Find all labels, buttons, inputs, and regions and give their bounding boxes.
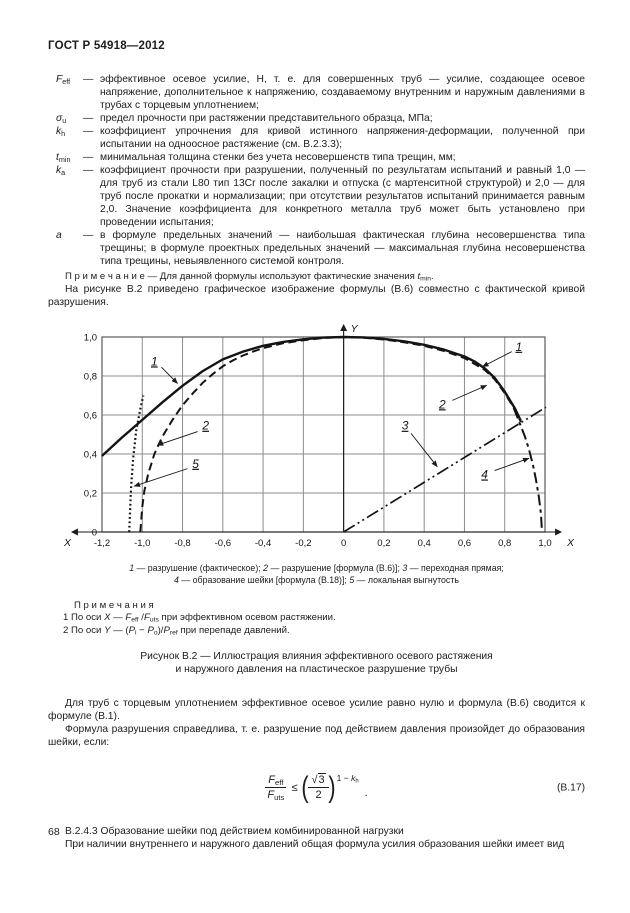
relation-sign: ≤: [291, 781, 298, 794]
svg-text:1,0: 1,0: [84, 333, 97, 344]
chart-axes: X X Y -1,2 -1,0 -0,8 -0,6 -0,4 -0,2 0 0,2 0,4 0,6 0,8…: [63, 323, 575, 549]
right-paren: ): [328, 770, 336, 804]
note-formula: П р и м е ч а н и е — Для данной формулы…: [65, 271, 434, 283]
svg-text:0,6: 0,6: [458, 538, 471, 549]
figure-intro: На рисунке В.2 приведено графическое изо…: [48, 284, 585, 309]
note-item-2: 2 По оси Y — (Pi − Po)/Pref при перепаде…: [63, 624, 290, 637]
equation-number: (В.17): [556, 782, 585, 794]
definition-item: σu — предел прочности при растяжении предс…: [56, 113, 433, 125]
svg-text:-1,2: -1,2: [94, 538, 110, 549]
svg-text:1,0: 1,0: [538, 538, 551, 549]
section-heading: В.2.4.3 Образование шейки под действием …: [65, 825, 404, 837]
svg-text:Y: Y: [351, 323, 359, 335]
svg-text:X: X: [63, 537, 72, 549]
fraction-sqrt3-2: √3 2: [308, 773, 329, 801]
svg-text:X: X: [566, 537, 575, 549]
svg-text:-0,6: -0,6: [215, 538, 231, 549]
svg-text:0: 0: [92, 528, 97, 539]
notes-block: П р и м е ч а н и я 1 По оси X — Feff /F…: [48, 600, 585, 637]
chart-curves: [101, 336, 547, 533]
standard-designation: ГОСТ Р 54918—2012: [48, 40, 165, 52]
left-paren: (: [301, 770, 310, 804]
svg-text:0,4: 0,4: [418, 538, 431, 549]
figure-b2-chart: X X Y -1,2 -1,0 -0,8 -0,6 -0,4 -0,2 0 0,2 0,4 0,6 0,8…: [63, 323, 575, 549]
svg-text:1: 1: [151, 355, 158, 369]
figure-caption-line-1: Рисунок В.2 — Иллюстрация влияния эффект…: [140, 650, 493, 662]
formula-expression: Feff Futs ≤ ( √3 2 ) 1 − kh .: [265, 770, 368, 804]
definition-item: ka — коэффициент прочности при разрушении,…: [56, 165, 585, 228]
legend-line-1: 1 — разрушение (фактическое); 2 — разруш…: [129, 563, 504, 574]
legend-line-2: 4 — образование шейки [формула (В.18)]; …: [174, 574, 459, 585]
svg-text:-0,2: -0,2: [295, 538, 311, 549]
formula-period: .: [364, 786, 368, 799]
svg-text:2: 2: [201, 419, 209, 433]
svg-text:0,8: 0,8: [84, 372, 97, 383]
svg-text:0,8: 0,8: [498, 538, 511, 549]
figure-caption-line-2: и наружного давления на пластическое раз…: [175, 663, 458, 675]
definition-item: kh — коэффициент упрочнения для кривой ист…: [56, 126, 585, 150]
definition-item: tmin — минимальная толщина стенки без учет…: [56, 152, 456, 164]
page-number: 68: [48, 826, 60, 838]
notes-title: П р и м е ч а н и я: [74, 600, 154, 612]
svg-text:-0,8: -0,8: [174, 538, 190, 549]
formula-b17: Feff Futs ≤ ( √3 2 ) 1 − kh . (В.17): [48, 764, 585, 812]
section-body: При наличии внутреннего и наружного давл…: [65, 838, 565, 850]
paragraph-fracture-valid: Формула разрушения справедлива, т. е. ра…: [48, 723, 585, 748]
fraction-feff-futs: Feff Futs: [265, 774, 287, 802]
figure-caption: Рисунок В.2 — Иллюстрация влияния эффект…: [48, 650, 585, 676]
svg-text:-0,4: -0,4: [255, 538, 271, 549]
svg-text:1: 1: [515, 340, 522, 354]
figure-legend: 1 — разрушение (фактическое); 2 — разруш…: [48, 563, 585, 586]
svg-text:0,2: 0,2: [84, 489, 97, 500]
svg-text:0,2: 0,2: [377, 538, 390, 549]
svg-text:0,4: 0,4: [84, 450, 97, 461]
svg-text:0: 0: [341, 538, 346, 549]
chart-callout-labels: 1 2 5 1 2 3 4: [133, 340, 530, 488]
note-item-1: 1 По оси X — Feff /Futs при эффективном …: [63, 612, 336, 625]
figure-b2: X X Y -1,2 -1,0 -0,8 -0,6 -0,4 -0,2 0 0,2 0,4 0,6 0,8…: [55, 318, 585, 560]
definition-item: Feff — эффективное осевое усилие, Н, т. е.…: [56, 74, 585, 111]
page-content: Feff — эффективное осевое усилие, Н, т. е.…: [48, 73, 585, 851]
svg-text:2: 2: [438, 397, 446, 411]
svg-text:-1,0: -1,0: [134, 538, 150, 549]
exponent: 1 − kh: [336, 772, 359, 785]
svg-text:5: 5: [192, 457, 199, 471]
svg-text:0,6: 0,6: [84, 411, 97, 422]
definitions-list: Feff — эффективное осевое усилие, Н, т. е.…: [48, 73, 585, 268]
svg-text:3: 3: [402, 419, 409, 433]
definition-item: a — в формуле предельных значений — наибол…: [56, 230, 585, 267]
paragraph-end-cap: Для труб с торцевым уплотнением эффектив…: [48, 697, 585, 722]
svg-text:4: 4: [481, 468, 488, 482]
